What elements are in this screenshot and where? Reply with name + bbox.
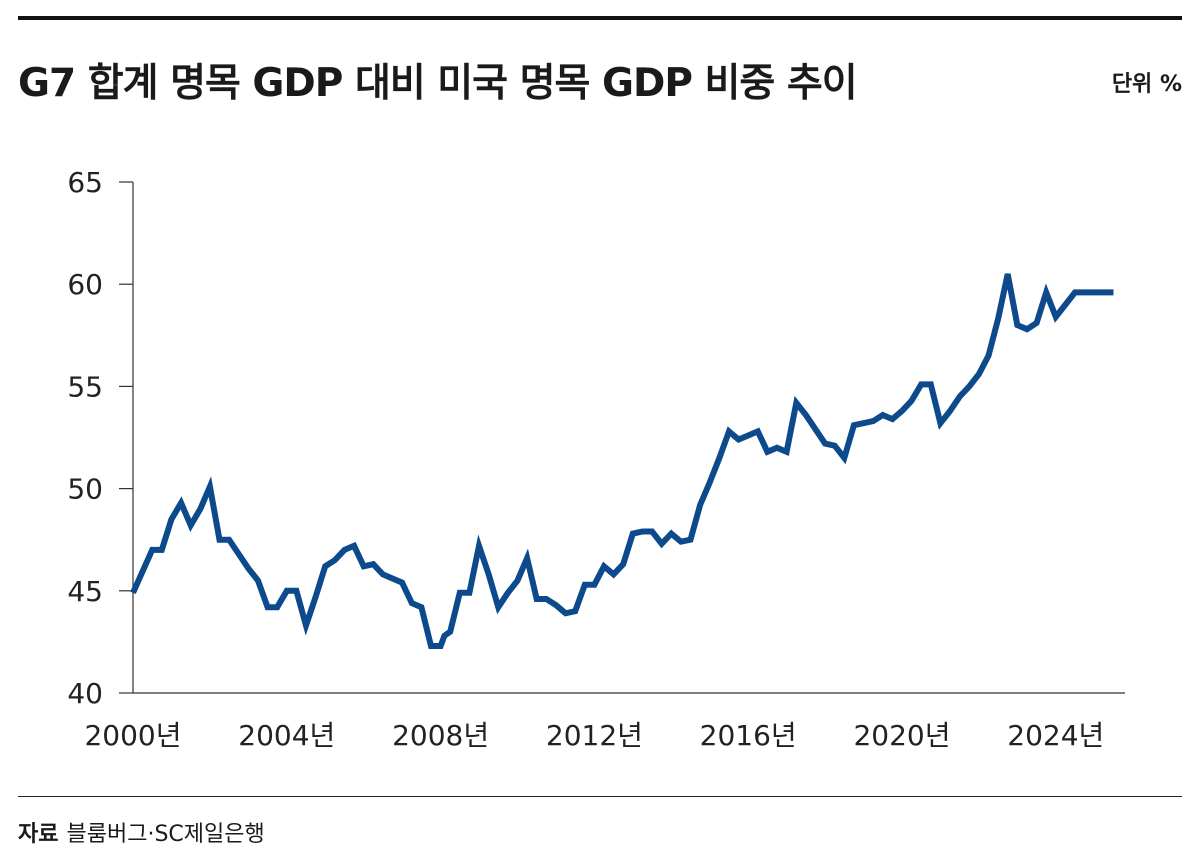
chart-title: G7 합계 명목 GDP 대비 미국 명목 GDP 비중 추이 (18, 61, 858, 106)
axes-layer: 40 45 50 55 60 65 2000년 2004년 2008년 2012년 2016년 202… (67, 166, 1125, 752)
source-note: 자료 블룸버그·SC제일은행 (18, 816, 265, 848)
x-tick-label: 2008년 (392, 719, 489, 752)
series-layer (130, 273, 1114, 649)
y-tick-label: 50 (67, 473, 103, 506)
x-tick-label: 2024년 (1007, 719, 1104, 752)
source-text: 블룸버그·SC제일은행 (66, 822, 265, 847)
y-tick-label: 60 (67, 268, 103, 301)
y-tick-label: 45 (67, 575, 103, 608)
source-label: 자료 (18, 822, 59, 847)
y-tick-label: 65 (67, 166, 103, 199)
x-tick-label: 2016년 (700, 719, 797, 752)
x-tick-label: 2000년 (84, 719, 181, 752)
x-tick-label: 2020년 (853, 719, 950, 752)
y-tick-label: 55 (67, 370, 103, 403)
x-tick-label: 2012년 (546, 719, 643, 752)
unit-label: 단위 % (1111, 72, 1182, 97)
y-tick-label: 40 (67, 677, 103, 710)
x-tick-label: 2004년 (238, 719, 335, 752)
bottom-rule (18, 796, 1182, 797)
series-line (130, 273, 1114, 649)
top-rule (18, 16, 1182, 20)
